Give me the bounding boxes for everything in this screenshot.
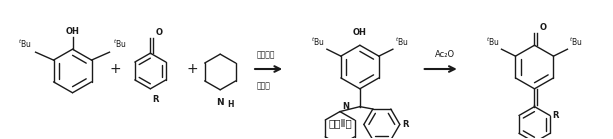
Text: $^t$Bu: $^t$Bu xyxy=(485,36,500,48)
Text: +: + xyxy=(110,62,121,76)
Text: H: H xyxy=(227,100,234,109)
Text: Ac₂O: Ac₂O xyxy=(435,50,455,59)
Text: O: O xyxy=(539,23,546,32)
Text: N: N xyxy=(216,98,224,107)
Text: $^t$Bu: $^t$Bu xyxy=(311,36,325,48)
Text: $^t$Bu: $^t$Bu xyxy=(569,36,583,48)
Text: 无溶剂: 无溶剂 xyxy=(257,81,271,90)
Text: R: R xyxy=(153,95,159,104)
Text: O: O xyxy=(155,28,162,37)
Text: N: N xyxy=(342,102,349,111)
Text: $^t$Bu: $^t$Bu xyxy=(113,38,128,50)
Text: $^t$Bu: $^t$Bu xyxy=(18,38,32,50)
Text: OH: OH xyxy=(66,27,80,36)
Text: 式（Ⅱ）: 式（Ⅱ） xyxy=(328,118,352,128)
Text: 微波辐射: 微波辐射 xyxy=(257,50,276,59)
Text: $^t$Bu: $^t$Bu xyxy=(395,36,409,48)
Text: R: R xyxy=(402,120,408,129)
Text: R: R xyxy=(552,111,558,120)
Text: +: + xyxy=(186,62,198,76)
Text: OH: OH xyxy=(353,28,367,37)
